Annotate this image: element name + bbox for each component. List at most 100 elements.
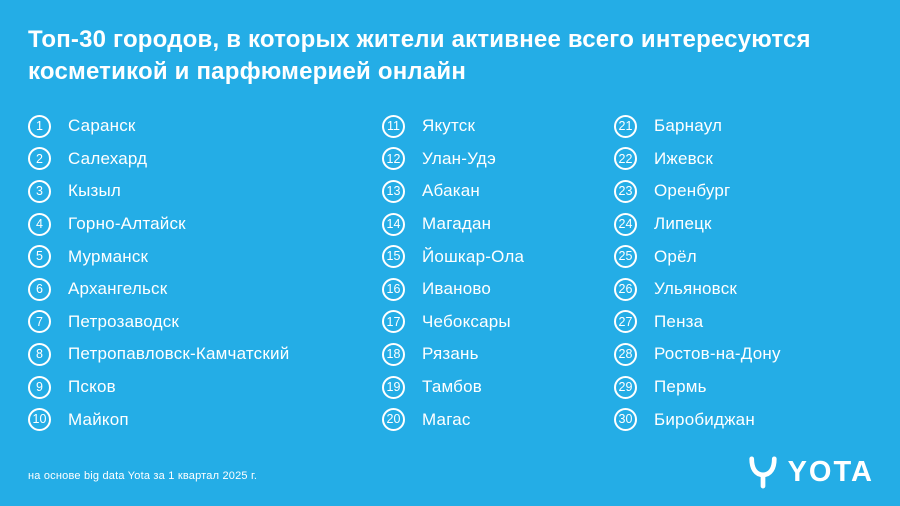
rank-badge: 26: [614, 277, 637, 301]
list-column-3: 21 Барнаул 22 Ижевск 23 Оренбург 24 Липецк 2…: [614, 110, 884, 436]
rank-badge: 17: [382, 310, 405, 334]
rank-badge: 1: [28, 114, 51, 138]
city-label: Петрозаводск: [68, 311, 180, 331]
list-item: 26 Ульяновск: [614, 273, 884, 306]
rank-badge: 20: [382, 408, 405, 432]
city-label: Псков: [68, 377, 116, 397]
rank-badge: 11: [382, 114, 405, 138]
rank-badge: 15: [382, 245, 405, 269]
list-item: 4 Горно-Алтайск: [28, 208, 382, 241]
list-item: 6 Архангельск: [28, 273, 382, 306]
list-item: 30 Биробиджан: [614, 403, 884, 436]
rank-badge: 27: [614, 310, 637, 334]
list-item: 27 Пенза: [614, 306, 884, 339]
list-item: 17 Чебоксары: [382, 306, 614, 339]
list-item: 2 Салехард: [28, 143, 382, 176]
list-item: 13 Абакан: [382, 175, 614, 208]
rank-badge: 19: [382, 375, 405, 399]
city-label: Рязань: [422, 344, 479, 364]
city-label: Якутск: [422, 116, 476, 136]
city-label: Барнаул: [654, 116, 723, 136]
list-item: 12 Улан-Удэ: [382, 143, 614, 176]
city-label: Липецк: [654, 214, 712, 234]
list-item: 5 Мурманск: [28, 240, 382, 273]
rank-badge: 4: [28, 212, 51, 236]
city-label: Мурманск: [68, 246, 149, 266]
list-column-1: 1 Саранск 2 Салехард 3 Кызыл 4 Горно-Алтайск…: [28, 110, 382, 436]
rank-badge: 25: [614, 245, 637, 269]
rank-badge: 10: [28, 408, 51, 432]
list-item: 16 Иваново: [382, 273, 614, 306]
list-item: 3 Кызыл: [28, 175, 382, 208]
rank-badge: 22: [614, 147, 637, 171]
city-label: Магадан: [422, 214, 492, 234]
city-label: Магас: [422, 409, 471, 429]
top30-list: 1 Саранск 2 Салехард 3 Кызыл 4 Горно-Алтайск…: [28, 110, 884, 436]
page-title: Топ-30 городов, в которых жители активне…: [28, 26, 811, 86]
list-item: 11 Якутск: [382, 110, 614, 143]
rank-badge: 6: [28, 277, 51, 301]
rank-badge: 7: [28, 310, 51, 334]
rank-badge: 23: [614, 179, 637, 203]
list-item: 15 Йошкар-Ола: [382, 240, 614, 273]
list-item: 19 Тамбов: [382, 371, 614, 404]
rank-badge: 5: [28, 245, 51, 269]
list-item: 21 Барнаул: [614, 110, 884, 143]
list-item: 10 Майкоп: [28, 403, 382, 436]
city-label: Кызыл: [68, 181, 122, 201]
list-item: 25 Орёл: [614, 240, 884, 273]
city-label: Орёл: [654, 246, 697, 266]
city-label: Саранск: [68, 116, 136, 136]
rank-badge: 3: [28, 179, 51, 203]
list-item: 28 Ростов-на-Дону: [614, 338, 884, 371]
list-item: 24 Липецк: [614, 208, 884, 241]
rank-badge: 18: [382, 342, 405, 366]
list-column-2: 11 Якутск 12 Улан-Удэ 13 Абакан 14 Магадан 1…: [382, 110, 614, 436]
list-item: 1 Саранск: [28, 110, 382, 143]
yota-logo: YOTA: [747, 454, 874, 490]
list-item: 23 Оренбург: [614, 175, 884, 208]
list-item: 9 Псков: [28, 371, 382, 404]
city-label: Архангельск: [68, 279, 168, 299]
yota-tuning-fork-icon: [747, 454, 779, 490]
city-label: Пенза: [654, 311, 704, 331]
list-item: 8 Петропавловск-Камчатский: [28, 338, 382, 371]
list-item: 7 Петрозаводск: [28, 306, 382, 339]
city-label: Пермь: [654, 377, 707, 397]
city-label: Ижевск: [654, 148, 714, 168]
rank-badge: 8: [28, 342, 51, 366]
city-label: Ульяновск: [654, 279, 738, 299]
rank-badge: 16: [382, 277, 405, 301]
city-label: Йошкар-Ола: [422, 246, 525, 266]
city-label: Тамбов: [422, 377, 482, 397]
city-label: Иваново: [422, 279, 492, 299]
rank-badge: 21: [614, 114, 637, 138]
city-label: Оренбург: [654, 181, 731, 201]
city-label: Абакан: [422, 181, 480, 201]
city-label: Ростов-на-Дону: [654, 344, 781, 364]
rank-badge: 9: [28, 375, 51, 399]
rank-badge: 2: [28, 147, 51, 171]
city-label: Петропавловск-Камчатский: [68, 344, 290, 364]
list-item: 20 Магас: [382, 403, 614, 436]
city-label: Улан-Удэ: [422, 148, 496, 168]
rank-badge: 28: [614, 342, 637, 366]
city-label: Биробиджан: [654, 409, 755, 429]
city-label: Майкоп: [68, 409, 129, 429]
city-label: Горно-Алтайск: [68, 214, 186, 234]
rank-badge: 14: [382, 212, 405, 236]
list-item: 18 Рязань: [382, 338, 614, 371]
rank-badge: 30: [614, 408, 637, 432]
source-footnote: на основе big data Yota за 1 квартал 202…: [28, 470, 258, 482]
rank-badge: 29: [614, 375, 637, 399]
rank-badge: 13: [382, 179, 405, 203]
list-item: 22 Ижевск: [614, 143, 884, 176]
yota-wordmark: YOTA: [787, 455, 874, 488]
city-label: Салехард: [68, 148, 148, 168]
list-item: 14 Магадан: [382, 208, 614, 241]
rank-badge: 24: [614, 212, 637, 236]
rank-badge: 12: [382, 147, 405, 171]
list-item: 29 Пермь: [614, 371, 884, 404]
city-label: Чебоксары: [422, 311, 511, 331]
